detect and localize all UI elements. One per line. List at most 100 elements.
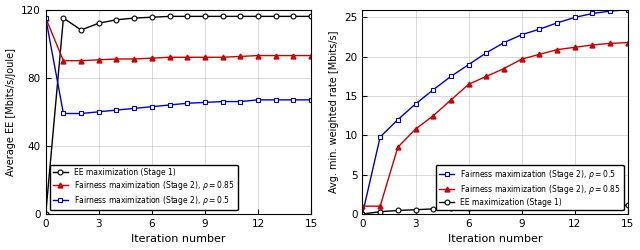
EE maximization (Stage 1) <box>394 209 402 212</box>
EE maximization (Stage 1) <box>624 204 632 207</box>
EE maximization (Stage 1) <box>272 15 280 18</box>
Fairness maximization (Stage 2), $\rho = 0.5$ <box>77 112 85 115</box>
EE maximization (Stage 1) <box>536 205 543 208</box>
EE maximization (Stage 1) <box>184 15 191 18</box>
EE maximization (Stage 1) <box>358 212 366 216</box>
Fairness maximization (Stage 2), $\rho = 0.5$ <box>536 28 543 31</box>
EE maximization (Stage 1) <box>219 15 227 18</box>
Fairness maximization (Stage 2), $\rho = 0.85$ <box>166 56 173 59</box>
Fairness maximization (Stage 2), $\rho = 0.5$ <box>358 212 366 216</box>
Fairness maximization (Stage 2), $\rho = 0.5$ <box>201 101 209 104</box>
Fairness maximization (Stage 2), $\rho = 0.5$ <box>113 108 120 112</box>
Fairness maximization (Stage 2), $\rho = 0.5$ <box>376 136 384 138</box>
EE maximization (Stage 1) <box>606 204 614 207</box>
Fairness maximization (Stage 2), $\rho = 0.85$ <box>624 41 632 44</box>
Fairness maximization (Stage 2), $\rho = 0.85$ <box>148 56 156 59</box>
Fairness maximization (Stage 2), $\rho = 0.5$ <box>606 10 614 13</box>
Fairness maximization (Stage 2), $\rho = 0.85$ <box>447 98 455 102</box>
Fairness maximization (Stage 2), $\rho = 0.5$ <box>624 8 632 11</box>
EE maximization (Stage 1) <box>131 16 138 20</box>
Fairness maximization (Stage 2), $\rho = 0.5$ <box>589 12 596 15</box>
Fairness maximization (Stage 2), $\rho = 0.85$ <box>272 54 280 57</box>
Fairness maximization (Stage 2), $\rho = 0.85$ <box>201 56 209 59</box>
Fairness maximization (Stage 2), $\rho = 0.5$ <box>272 98 280 101</box>
Fairness maximization (Stage 2), $\rho = 0.85$ <box>254 54 262 57</box>
EE maximization (Stage 1) <box>412 208 419 211</box>
Line: Fairness maximization (Stage 2), $\rho = 0.5$: Fairness maximization (Stage 2), $\rho =… <box>360 7 630 216</box>
Fairness maximization (Stage 2), $\rho = 0.85$ <box>536 53 543 56</box>
Fairness maximization (Stage 2), $\rho = 0.5$ <box>60 112 67 115</box>
EE maximization (Stage 1) <box>447 207 455 210</box>
Fairness maximization (Stage 2), $\rho = 0.5$ <box>236 100 244 103</box>
Fairness maximization (Stage 2), $\rho = 0.85$ <box>289 54 297 57</box>
Fairness maximization (Stage 2), $\rho = 0.85$ <box>394 146 402 149</box>
Fairness maximization (Stage 2), $\rho = 0.85$ <box>483 75 490 78</box>
EE maximization (Stage 1) <box>148 16 156 19</box>
EE maximization (Stage 1) <box>429 208 437 210</box>
EE maximization (Stage 1) <box>307 15 315 18</box>
EE maximization (Stage 1) <box>166 15 173 18</box>
EE maximization (Stage 1) <box>42 212 49 216</box>
Fairness maximization (Stage 2), $\rho = 0.85$ <box>518 58 525 60</box>
Legend: EE maximization (Stage 1), Fairness maximization (Stage 2), $\rho = 0.85$, Fairn: EE maximization (Stage 1), Fairness maxi… <box>49 164 237 210</box>
Fairness maximization (Stage 2), $\rho = 0.5$ <box>131 107 138 110</box>
EE maximization (Stage 1) <box>571 204 579 207</box>
Fairness maximization (Stage 2), $\rho = 0.85$ <box>376 205 384 208</box>
Fairness maximization (Stage 2), $\rho = 0.85$ <box>113 58 120 60</box>
Fairness maximization (Stage 2), $\rho = 0.85$ <box>465 83 472 86</box>
Y-axis label: Average EE [Mbits/s/Joule]: Average EE [Mbits/s/Joule] <box>6 48 15 176</box>
Fairness maximization (Stage 2), $\rho = 0.5$ <box>553 22 561 25</box>
Fairness maximization (Stage 2), $\rho = 0.5$ <box>394 118 402 121</box>
Fairness maximization (Stage 2), $\rho = 0.85$ <box>358 205 366 208</box>
Fairness maximization (Stage 2), $\rho = 0.5$ <box>412 102 419 106</box>
Fairness maximization (Stage 2), $\rho = 0.5$ <box>447 75 455 78</box>
EE maximization (Stage 1) <box>236 15 244 18</box>
Y-axis label: Avg. min. weighted rate [Mbits/s]: Avg. min. weighted rate [Mbits/s] <box>329 30 339 193</box>
EE maximization (Stage 1) <box>376 210 384 213</box>
Line: Fairness maximization (Stage 2), $\rho = 0.85$: Fairness maximization (Stage 2), $\rho =… <box>44 16 314 63</box>
EE maximization (Stage 1) <box>553 205 561 208</box>
Fairness maximization (Stage 2), $\rho = 0.5$ <box>465 63 472 66</box>
EE maximization (Stage 1) <box>589 204 596 207</box>
Fairness maximization (Stage 2), $\rho = 0.5$ <box>184 102 191 105</box>
Line: Fairness maximization (Stage 2), $\rho = 0.85$: Fairness maximization (Stage 2), $\rho =… <box>360 40 630 208</box>
Fairness maximization (Stage 2), $\rho = 0.5$ <box>166 104 173 106</box>
Line: EE maximization (Stage 1): EE maximization (Stage 1) <box>44 14 314 216</box>
Fairness maximization (Stage 2), $\rho = 0.5$ <box>95 110 102 113</box>
Fairness maximization (Stage 2), $\rho = 0.85$ <box>500 67 508 70</box>
Fairness maximization (Stage 2), $\rho = 0.85$ <box>184 56 191 59</box>
Fairness maximization (Stage 2), $\rho = 0.85$ <box>77 59 85 62</box>
Fairness maximization (Stage 2), $\rho = 0.5$ <box>518 33 525 36</box>
Fairness maximization (Stage 2), $\rho = 0.85$ <box>131 58 138 60</box>
Legend: Fairness maximization (Stage 2), $\rho = 0.5$, Fairness maximization (Stage 2), : Fairness maximization (Stage 2), $\rho =… <box>436 164 624 210</box>
Fairness maximization (Stage 2), $\rho = 0.85$ <box>307 54 315 57</box>
X-axis label: Iteration number: Iteration number <box>448 234 542 244</box>
Fairness maximization (Stage 2), $\rho = 0.85$ <box>553 48 561 51</box>
Fairness maximization (Stage 2), $\rho = 0.5$ <box>483 51 490 54</box>
EE maximization (Stage 1) <box>113 18 120 21</box>
Fairness maximization (Stage 2), $\rho = 0.85$ <box>60 59 67 62</box>
EE maximization (Stage 1) <box>60 16 67 20</box>
Fairness maximization (Stage 2), $\rho = 0.85$ <box>95 58 102 61</box>
Fairness maximization (Stage 2), $\rho = 0.85$ <box>606 42 614 45</box>
Fairness maximization (Stage 2), $\rho = 0.85$ <box>412 128 419 130</box>
Fairness maximization (Stage 2), $\rho = 0.5$ <box>429 88 437 91</box>
X-axis label: Iteration number: Iteration number <box>131 234 226 244</box>
Fairness maximization (Stage 2), $\rho = 0.5$ <box>571 16 579 19</box>
Line: EE maximization (Stage 1): EE maximization (Stage 1) <box>360 203 630 216</box>
EE maximization (Stage 1) <box>500 206 508 208</box>
Fairness maximization (Stage 2), $\rho = 0.85$ <box>571 46 579 49</box>
Fairness maximization (Stage 2), $\rho = 0.5$ <box>254 98 262 101</box>
Fairness maximization (Stage 2), $\rho = 0.85$ <box>219 56 227 59</box>
Fairness maximization (Stage 2), $\rho = 0.5$ <box>289 98 297 101</box>
Fairness maximization (Stage 2), $\rho = 0.5$ <box>500 41 508 44</box>
EE maximization (Stage 1) <box>201 15 209 18</box>
EE maximization (Stage 1) <box>465 206 472 210</box>
Fairness maximization (Stage 2), $\rho = 0.85$ <box>429 114 437 117</box>
EE maximization (Stage 1) <box>77 28 85 32</box>
Fairness maximization (Stage 2), $\rho = 0.5$ <box>219 100 227 103</box>
Fairness maximization (Stage 2), $\rho = 0.85$ <box>42 16 49 20</box>
Fairness maximization (Stage 2), $\rho = 0.85$ <box>236 55 244 58</box>
EE maximization (Stage 1) <box>483 206 490 209</box>
EE maximization (Stage 1) <box>95 22 102 25</box>
